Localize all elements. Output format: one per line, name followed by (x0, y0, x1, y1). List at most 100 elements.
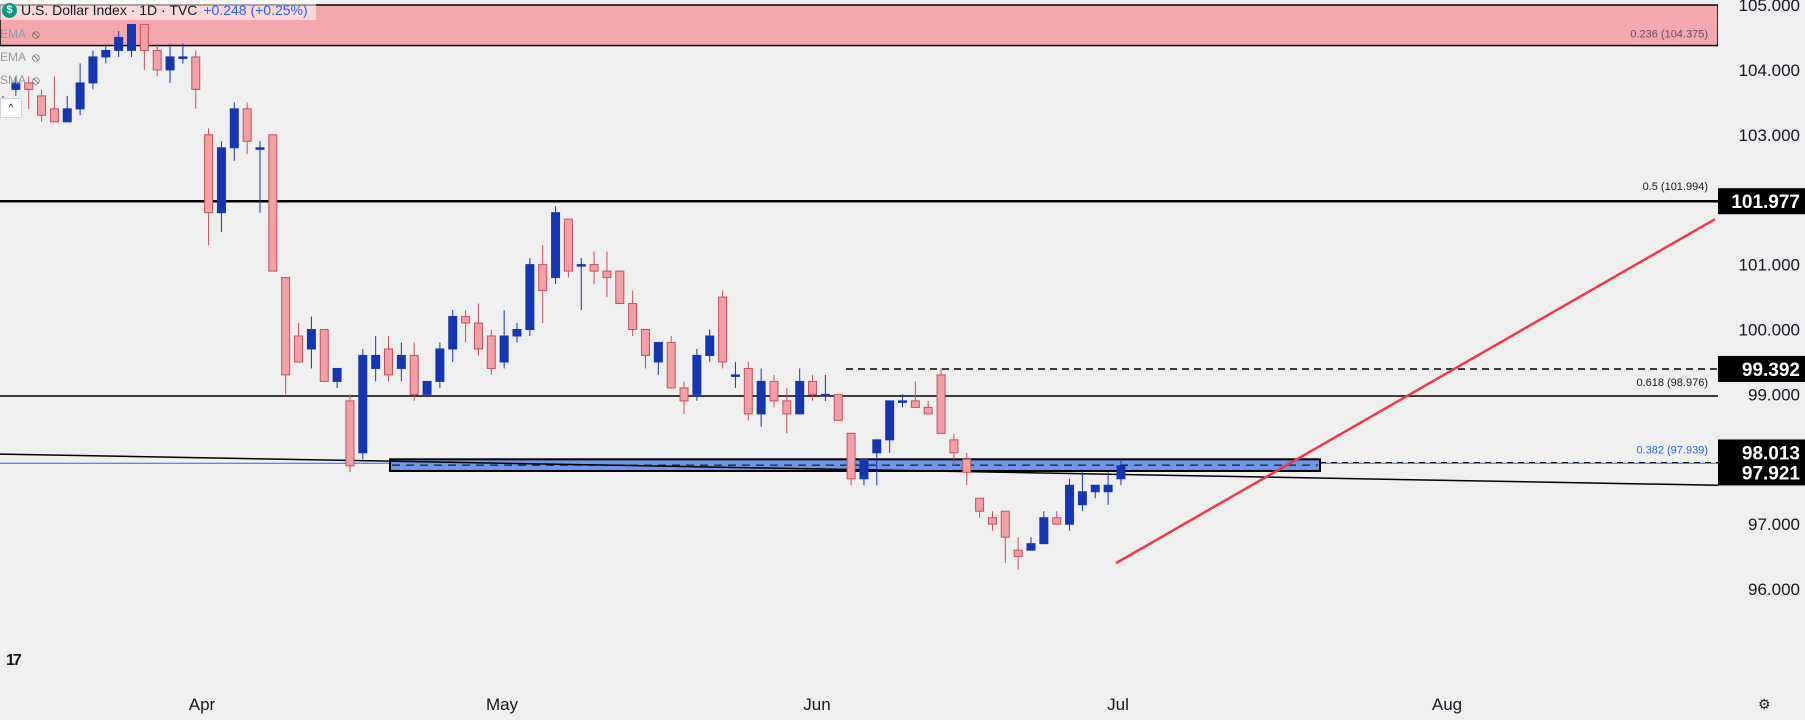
x-tick-label: May (486, 695, 519, 714)
candle-body (525, 264, 535, 331)
candle-Jul-21 (1116, 459, 1126, 486)
candle-Jun-11 (756, 368, 766, 427)
price-tag-bg (1718, 355, 1805, 382)
eye-off-icon[interactable]: ⦸ (32, 49, 40, 64)
y-tick-label: 96.000 (1748, 580, 1800, 599)
descending-trendline (0, 453, 1719, 487)
candle-body (679, 387, 689, 402)
candle-Apr-07 (165, 43, 175, 83)
candle-Jul-11 (1039, 511, 1049, 545)
candle-body (949, 439, 959, 454)
candle-body (499, 335, 509, 363)
candle-Jul-14 (1052, 511, 1062, 525)
candle-body (692, 354, 702, 395)
candle-Mar-25 (49, 76, 59, 123)
candle-Jun-30 (923, 400, 933, 415)
candles-group (0, 23, 1126, 570)
candle-Apr-09 (191, 50, 201, 109)
candle-Jun-02 (666, 335, 676, 389)
candle-Mar-24 (37, 89, 47, 122)
indicator-row-ema-1[interactable]: EMA ⦸ (0, 24, 40, 44)
gear-icon[interactable]: ⚙ (1758, 696, 1771, 712)
candle-body (512, 329, 522, 337)
candle-Jun-27 (910, 381, 920, 408)
eye-off-icon[interactable]: ⦸ (32, 26, 40, 41)
candle-Jul-17 (1090, 484, 1100, 499)
candle-Apr-29 (358, 348, 368, 460)
candle-body (242, 108, 252, 142)
candle-Jun-17 (808, 374, 818, 401)
y-tick-label: 100.000 (1739, 321, 1800, 340)
candle-body (281, 277, 291, 376)
eye-off-icon[interactable]: ⦸ (32, 72, 40, 87)
candle-May-30 (653, 341, 663, 375)
candle-body (1052, 517, 1062, 525)
indicator-label: EMA (0, 50, 27, 64)
candle-body (1013, 549, 1023, 558)
candle-body (37, 95, 47, 116)
symbol-title[interactable]: U.S. Dollar Index · 1D · TVC (21, 2, 198, 18)
candle-body (165, 56, 175, 71)
candle-body (846, 432, 856, 480)
fib-label: 0.382 (97.939) (1636, 444, 1708, 456)
price-tag-label: 97.921 (1742, 463, 1801, 484)
candle-body (216, 147, 226, 214)
candle-body (756, 380, 766, 415)
candle-May-27 (615, 270, 625, 305)
candle-Apr-15 (242, 102, 252, 155)
price-tag-bg (1718, 459, 1805, 486)
candle-body (1077, 491, 1087, 506)
candle-Mar-21 (24, 76, 34, 109)
candle-Jun-24 (872, 439, 882, 486)
indicator-row-ema-2[interactable]: EMA ⦸ (0, 47, 40, 67)
candle-body (62, 108, 72, 123)
candle-May-12 (473, 303, 483, 356)
candle-body (885, 400, 895, 441)
candle-body (371, 354, 381, 369)
candle-Jul-16 (1077, 472, 1087, 512)
candle-body (833, 393, 843, 421)
price-tag-label: 98.013 (1742, 443, 1800, 464)
tradingview-logo[interactable]: 17 (6, 652, 22, 669)
candle-Jul-09 (1013, 537, 1023, 570)
candle-body (743, 367, 753, 415)
candle-body (589, 264, 599, 272)
candle-Apr-23 (306, 316, 316, 369)
candle-May-29 (641, 329, 650, 369)
candle-May-21 (563, 218, 573, 278)
candle-body (178, 56, 188, 59)
candle-body (653, 341, 663, 363)
collapse-indicators-button[interactable]: ^ (0, 98, 22, 118)
candle-Apr-17 (268, 134, 278, 272)
candle-Mar-28 (88, 50, 98, 90)
fib-label: 0.236 (104.375) (1630, 29, 1708, 41)
candle-Apr-01 (114, 30, 124, 57)
candle-May-16 (525, 258, 535, 336)
candle-Jul-02 (949, 433, 959, 466)
candle-Apr-28 (345, 394, 355, 473)
candle-May-07 (435, 342, 445, 388)
candle-body (1065, 484, 1075, 525)
candle-Mar-26 (62, 95, 72, 123)
candle-body (1026, 543, 1036, 551)
candle-body (615, 270, 625, 305)
candle-body (551, 212, 561, 279)
candle-Jun-05 (705, 329, 715, 362)
indicator-row-sma[interactable]: SMA ⦸ (0, 70, 40, 90)
candle-body (127, 23, 136, 51)
candle-body (448, 316, 458, 350)
price-tag-label: 101.977 (1731, 192, 1800, 213)
candle-May-01 (384, 335, 393, 382)
indicator-label: EMA (0, 27, 27, 41)
candle-Apr-08 (178, 43, 188, 64)
candle-body (1000, 510, 1010, 538)
candle-body (229, 108, 239, 149)
candle-body (730, 374, 740, 377)
fib-label: 0.5 (101.994) (1643, 181, 1708, 193)
candle-Apr-21 (281, 277, 291, 395)
candle-Apr-11 (216, 141, 226, 233)
candle-body (306, 329, 316, 350)
y-tick-label: 97.000 (1748, 515, 1800, 534)
candle-Jul-08 (1000, 510, 1010, 564)
